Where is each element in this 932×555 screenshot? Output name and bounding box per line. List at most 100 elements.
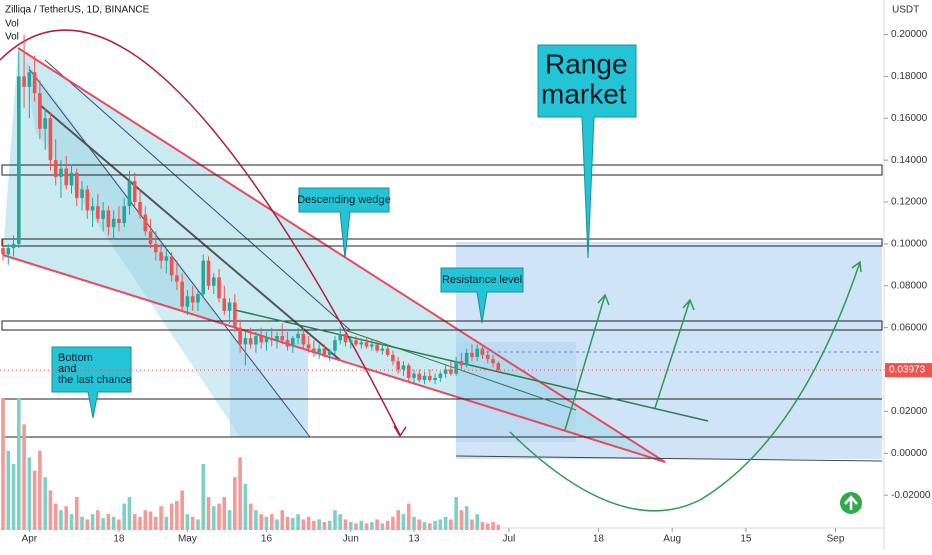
volume-bar [306, 516, 311, 530]
volume-bar [48, 490, 53, 530]
candle-body [101, 210, 105, 219]
candle-body [291, 338, 295, 347]
volume-bar [370, 522, 374, 530]
volume-bar [101, 518, 105, 530]
candle-body [190, 296, 195, 303]
candle-body [90, 206, 95, 211]
candle-body [370, 344, 374, 347]
candle-body [480, 348, 485, 355]
volume-bar [417, 519, 422, 530]
candle-body [470, 352, 474, 357]
candle-body [338, 333, 343, 341]
candle-body [6, 248, 11, 255]
candle-body [185, 296, 190, 307]
volume-bar [243, 483, 248, 530]
volume-bar [485, 523, 490, 530]
trend-line [39, 104, 341, 361]
volume-bar [254, 510, 258, 530]
candle-body [396, 361, 400, 370]
candle-body [127, 181, 132, 207]
candle-body [306, 344, 311, 349]
candle-body [154, 243, 158, 253]
volume-bar [238, 457, 242, 530]
candle-body [449, 369, 453, 374]
callout-text: market [541, 78, 627, 109]
callout-text: the last chance [58, 374, 132, 386]
volume-bar [148, 511, 153, 530]
volume-bar [333, 510, 337, 530]
volume-bar [127, 497, 132, 530]
volume-bar [27, 457, 32, 530]
volume-bar [364, 523, 369, 530]
candle-body [359, 342, 364, 345]
arrow-head [393, 425, 407, 438]
volume-bar [80, 516, 84, 530]
volume-bar [175, 500, 179, 530]
callout-text: Descending wedge [297, 194, 391, 206]
candle-body [211, 277, 216, 286]
volume-bar [348, 522, 353, 530]
x-tick-label: 18 [593, 534, 605, 545]
candle-body [475, 348, 480, 357]
volume-bar [122, 503, 126, 530]
volume-bar [406, 503, 411, 530]
volume-bar [211, 506, 216, 530]
candle-body [106, 210, 111, 228]
candle-body [227, 302, 232, 311]
candle-body [74, 172, 79, 198]
y-tick-label: 0.08000 [891, 280, 928, 291]
volume-label: Vol [5, 32, 19, 43]
candle-body [27, 72, 32, 87]
level-line [455, 455, 883, 462]
candle-body [275, 336, 279, 341]
volume-bar [11, 464, 16, 530]
candle-body [327, 350, 332, 355]
candle-body [401, 365, 406, 370]
candle-body [259, 336, 263, 343]
volume-bar [53, 503, 58, 530]
candle-body [269, 338, 274, 341]
volume-bar [391, 516, 395, 530]
currency: USDT [892, 5, 919, 16]
y-tick-label: 0.12000 [891, 197, 928, 208]
volume-bar [143, 510, 148, 530]
volume-bar [327, 520, 332, 530]
volume-bar [454, 497, 458, 530]
y-tick-label: 0.10000 [891, 239, 928, 250]
candle-body [312, 348, 316, 353]
candle-body [428, 375, 432, 380]
candle-body [38, 93, 42, 129]
volume-bar [59, 510, 63, 530]
candle-body [64, 168, 69, 186]
y-tick-label: 0.16000 [891, 113, 928, 124]
candle-body [296, 333, 300, 339]
volume-bar [296, 514, 300, 530]
last-price-box [885, 363, 932, 378]
x-tick-label: Sep [827, 534, 845, 545]
volume-bar [401, 514, 406, 530]
callout [440, 267, 524, 324]
candle-body [438, 373, 443, 378]
volume-bar [428, 523, 432, 530]
volume-bar [285, 516, 290, 530]
x-tick-label: Jul [502, 534, 515, 545]
level-box [1, 164, 883, 176]
candle-body [143, 214, 148, 232]
candle-body [385, 348, 390, 355]
channel-line [44, 59, 351, 331]
candle-body [238, 327, 242, 345]
candle-body [343, 333, 348, 343]
volume-bar [317, 519, 321, 530]
x-tick-label: 13 [408, 534, 420, 545]
volume-bar [6, 450, 11, 530]
volume-bar [338, 514, 343, 530]
volume-bar [438, 519, 443, 530]
y-tick-label: 0.18000 [891, 71, 928, 82]
callout-text: and [58, 363, 76, 375]
candle-body [280, 336, 285, 341]
volume-bar [64, 506, 69, 530]
volume-bar [248, 503, 253, 530]
candle-body [138, 202, 142, 215]
callout [298, 187, 390, 259]
